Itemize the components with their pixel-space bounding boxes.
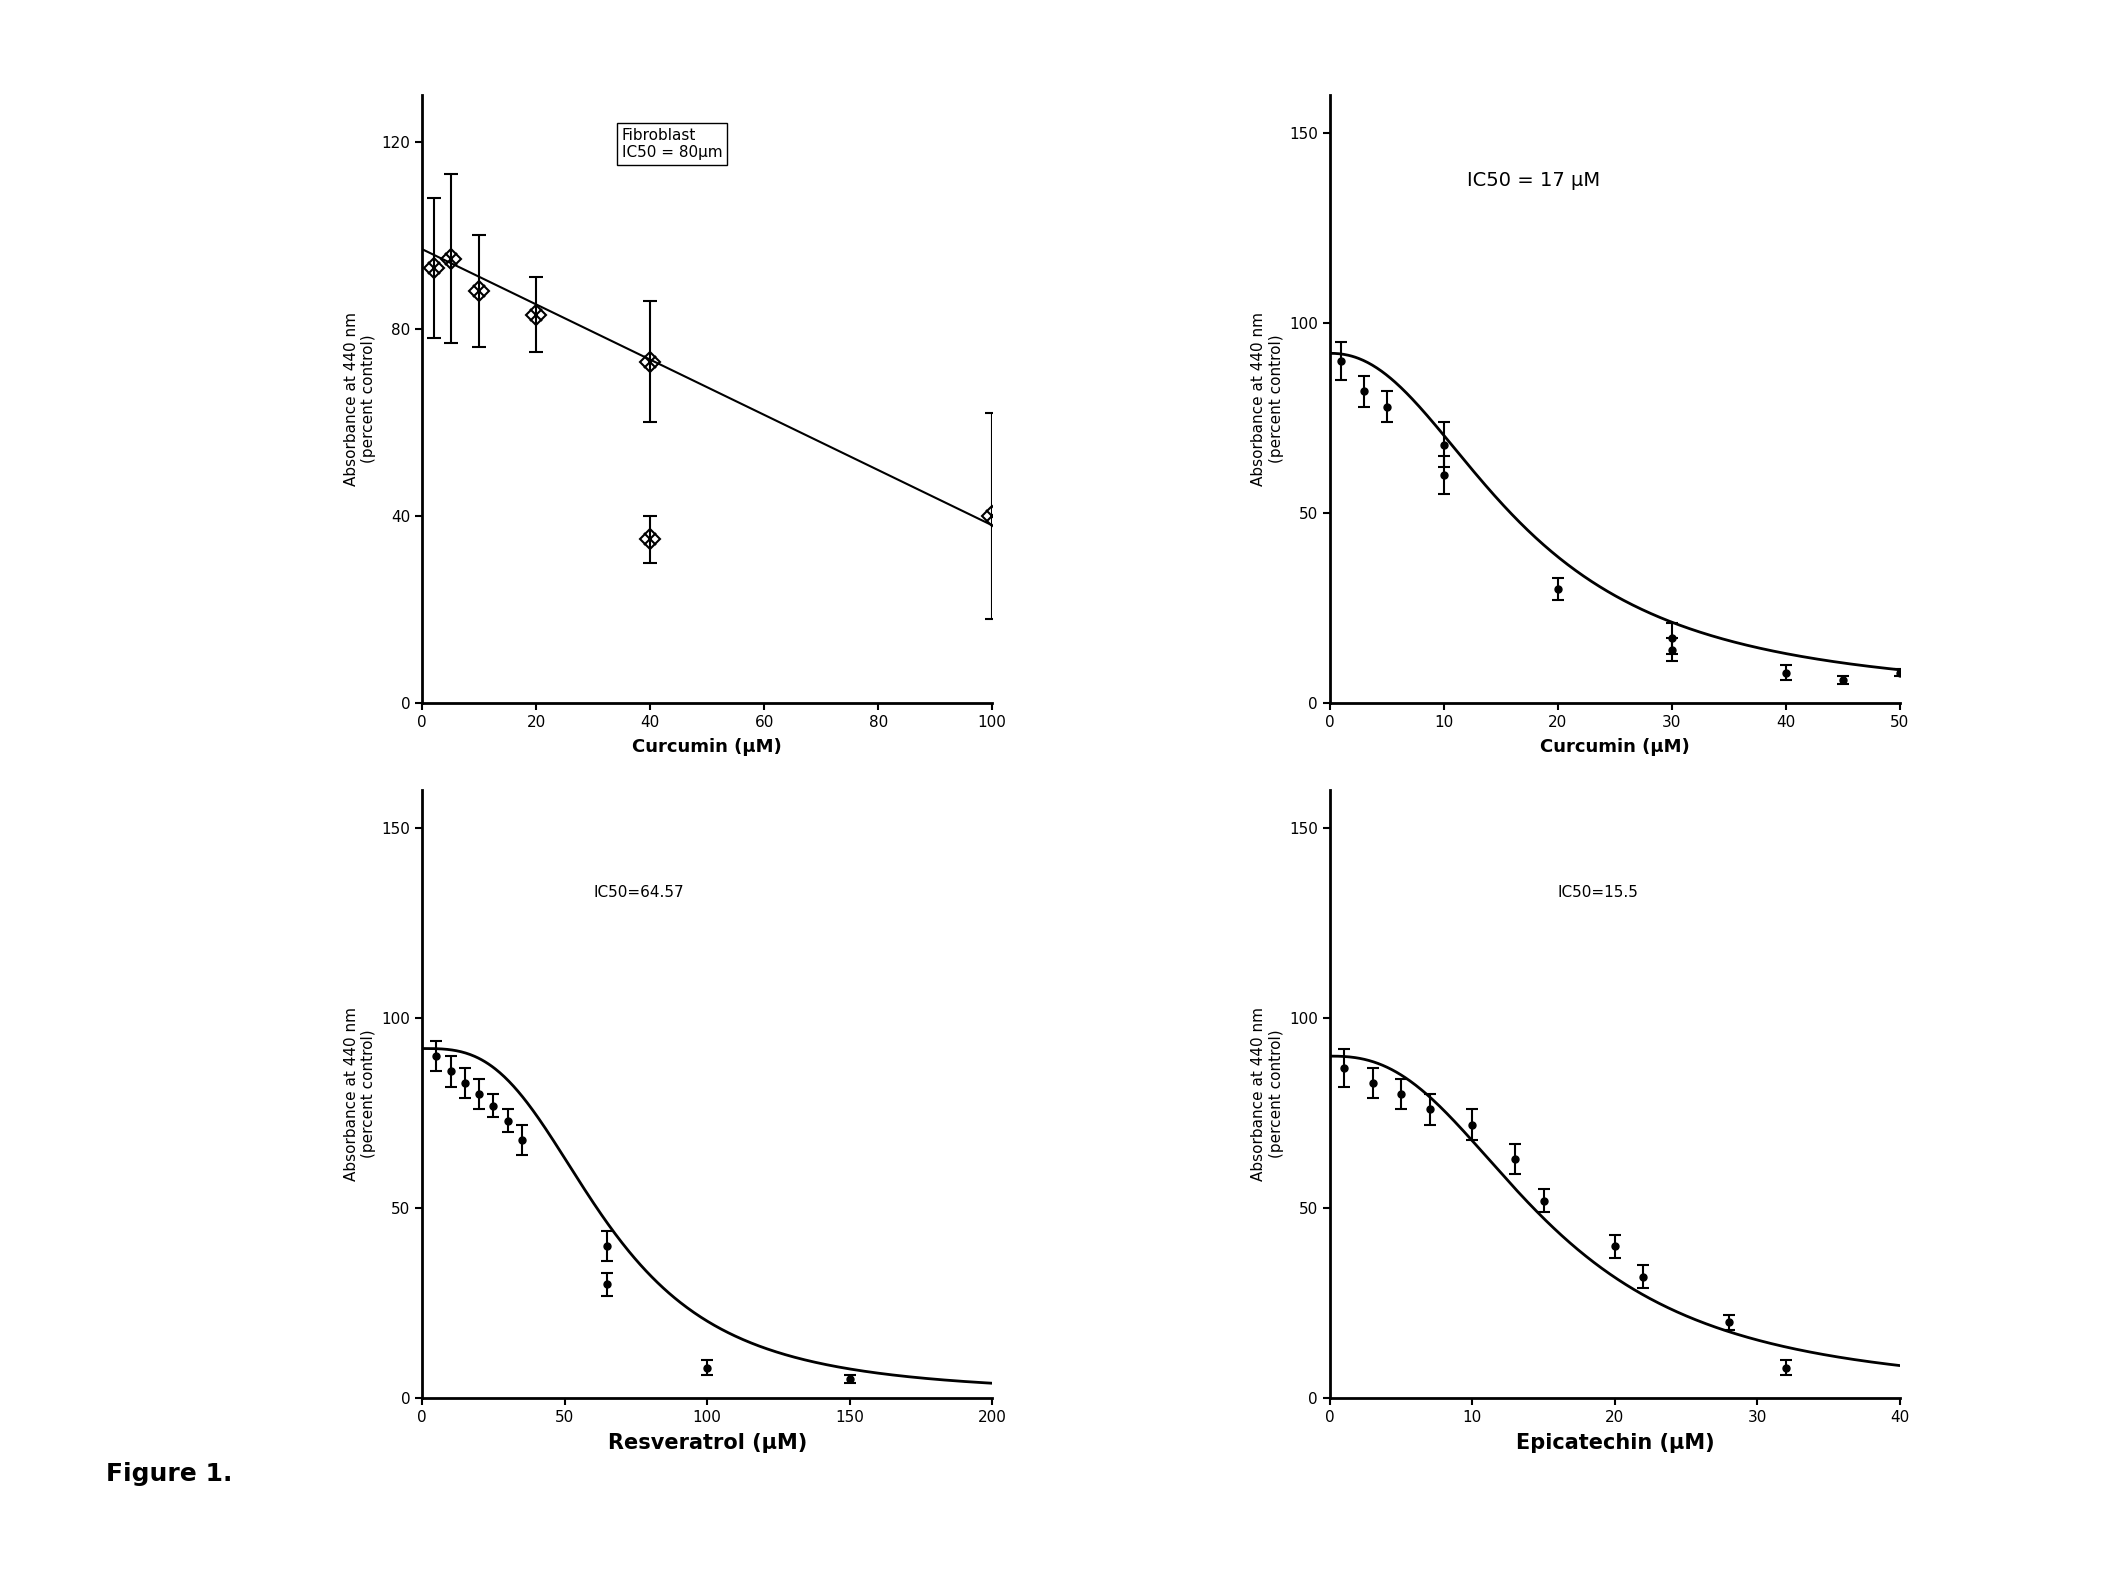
Text: Fibroblast
IC50 = 80μm: Fibroblast IC50 = 80μm [623, 128, 722, 160]
Y-axis label: Absorbance at 440 nm
(percent control): Absorbance at 440 nm (percent control) [344, 1006, 376, 1182]
X-axis label: Resveratrol (μM): Resveratrol (μM) [608, 1433, 806, 1454]
Y-axis label: Absorbance at 440 nm
(percent control): Absorbance at 440 nm (percent control) [1252, 1006, 1283, 1182]
Text: IC50=64.57: IC50=64.57 [593, 885, 684, 901]
X-axis label: Curcumin (μM): Curcumin (μM) [633, 738, 781, 757]
Text: Figure 1.: Figure 1. [106, 1462, 232, 1485]
Y-axis label: Absorbance at 440 nm
(percent control): Absorbance at 440 nm (percent control) [1252, 311, 1283, 487]
Text: IC50 = 17 μM: IC50 = 17 μM [1467, 171, 1600, 190]
Y-axis label: Absorbance at 440 nm
(percent control): Absorbance at 440 nm (percent control) [344, 311, 376, 487]
X-axis label: Epicatechin (μM): Epicatechin (μM) [1516, 1433, 1714, 1454]
X-axis label: Curcumin (μM): Curcumin (μM) [1541, 738, 1689, 757]
Text: IC50=15.5: IC50=15.5 [1558, 885, 1638, 901]
